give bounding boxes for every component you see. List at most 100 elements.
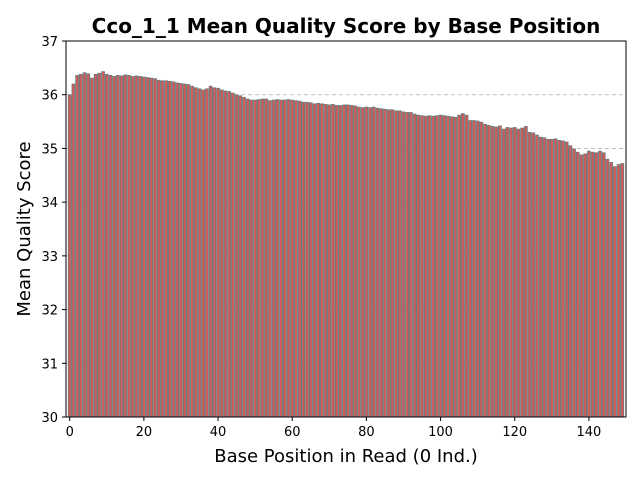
bar [416,114,421,418]
bar [119,75,124,418]
bar [301,101,306,418]
bar [590,151,595,418]
bar [305,101,309,418]
bar [168,80,172,418]
bar [349,105,354,418]
x-tick-label: 40 [210,425,227,440]
x-tick-label: 80 [358,425,375,440]
y-tick-label: 31 [41,357,58,372]
bar [520,127,524,418]
bar [546,138,550,418]
bar [227,91,232,418]
bar [468,120,473,418]
bar [616,164,621,418]
bars-group [67,71,625,418]
bar [375,107,380,418]
y-tick-label: 33 [41,250,58,265]
bar [104,73,109,418]
bar [142,76,146,418]
bar [575,151,580,418]
bar [264,98,269,418]
bar [579,154,584,418]
bar [379,108,384,418]
bar [438,114,443,418]
bar [297,100,302,418]
bar [613,166,617,418]
bar [286,99,291,418]
bar [231,92,235,418]
bar [190,85,194,418]
bar [67,94,72,418]
bar [123,74,128,418]
bar [164,80,168,418]
bar [397,110,402,418]
bar [208,85,213,418]
bar [364,106,369,418]
x-tick-label: 100 [428,425,453,440]
bar [516,128,521,418]
bar [138,76,143,418]
bar [257,99,261,418]
bar [598,150,602,418]
bar [557,140,562,418]
plot-frame [65,40,627,418]
bar [127,75,131,418]
x-tick-label: 120 [502,425,527,440]
bar [338,105,343,418]
bar [271,99,276,418]
bar [483,123,487,418]
bar [446,115,450,418]
bar [457,114,461,418]
bar [601,152,606,418]
bar [193,87,198,418]
bar [79,73,83,418]
bar [505,127,510,418]
bar [201,89,206,418]
bar [449,116,454,418]
x-tick-label: 140 [576,425,601,440]
bar [327,104,332,418]
bar [357,106,361,418]
bar [75,75,79,418]
bar [498,125,502,418]
bar [572,148,576,418]
bar [383,108,387,418]
bar [90,77,94,418]
bar [308,102,313,418]
y-axis-ticks: 30 31 32 33 34 35 36 37 [41,35,66,426]
bar [346,104,350,418]
bar [342,104,346,418]
bar [234,94,239,418]
bar [587,150,591,418]
bar [331,104,335,418]
x-tick-label: 0 [66,425,74,440]
bar [360,107,365,418]
bar [368,107,372,418]
y-tick-label: 32 [41,304,58,319]
bar [182,83,187,418]
y-tick-label: 36 [41,89,58,104]
bar [509,127,513,418]
bar [108,75,113,418]
x-axis-label: Base Position in Read (0 Ind.) [214,446,478,467]
bar [594,152,599,418]
bar [512,127,517,418]
bar [268,100,272,418]
bar [197,88,202,418]
bar [175,82,180,418]
bar [223,90,228,418]
bar [316,102,321,418]
bar [116,75,120,418]
bar [290,99,295,418]
bar [453,116,458,418]
y-tick-label: 30 [41,411,58,426]
bar [394,110,398,418]
bar [583,153,588,418]
bar [242,97,246,418]
bar [186,84,191,418]
bar [134,75,139,418]
bar [442,115,447,418]
bar [353,105,358,418]
bar [371,106,376,418]
bar [479,121,484,418]
